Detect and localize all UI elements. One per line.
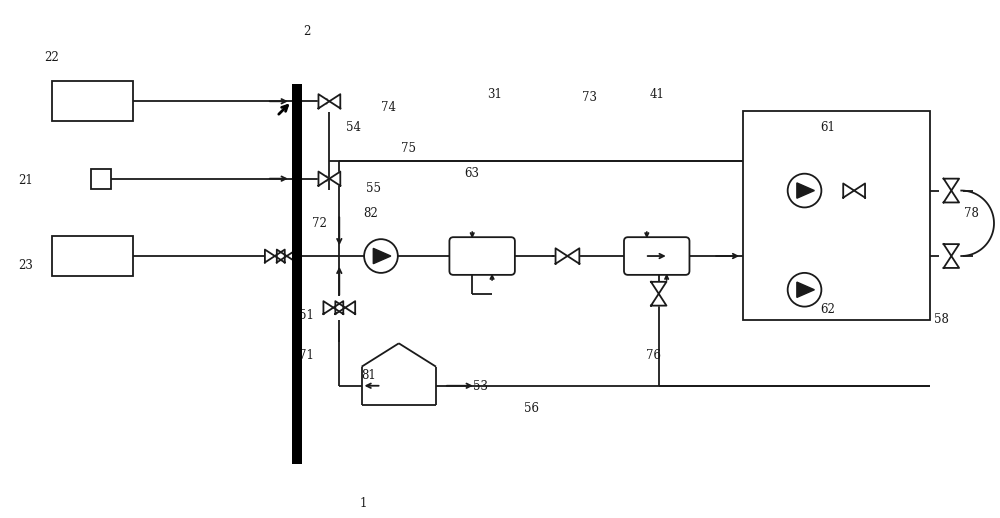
Polygon shape bbox=[797, 282, 814, 297]
FancyBboxPatch shape bbox=[624, 237, 689, 275]
Text: 21: 21 bbox=[18, 174, 33, 187]
Polygon shape bbox=[287, 250, 297, 263]
Bar bbox=[52, 236, 133, 276]
FancyBboxPatch shape bbox=[449, 237, 515, 275]
Circle shape bbox=[788, 174, 821, 207]
Text: 22: 22 bbox=[44, 51, 59, 64]
Text: 51: 51 bbox=[299, 309, 314, 322]
Text: 74: 74 bbox=[381, 100, 396, 114]
Text: 75: 75 bbox=[401, 142, 416, 155]
Text: 82: 82 bbox=[364, 207, 378, 220]
Polygon shape bbox=[373, 248, 391, 264]
Text: 31: 31 bbox=[488, 88, 502, 101]
Polygon shape bbox=[944, 179, 959, 191]
Bar bbox=[743, 111, 930, 320]
Text: 61: 61 bbox=[820, 121, 835, 134]
Text: 23: 23 bbox=[18, 260, 33, 272]
Polygon shape bbox=[333, 301, 343, 314]
Polygon shape bbox=[275, 250, 285, 263]
Polygon shape bbox=[651, 294, 666, 306]
Polygon shape bbox=[329, 171, 340, 186]
Polygon shape bbox=[318, 171, 329, 186]
Text: 78: 78 bbox=[964, 207, 979, 220]
Text: 2: 2 bbox=[303, 25, 310, 38]
Text: 58: 58 bbox=[934, 313, 949, 326]
Text: 53: 53 bbox=[473, 380, 488, 394]
Polygon shape bbox=[556, 248, 567, 264]
Polygon shape bbox=[345, 301, 355, 314]
Bar bbox=[91, 169, 111, 189]
Polygon shape bbox=[843, 183, 854, 198]
Polygon shape bbox=[651, 282, 666, 294]
Text: 41: 41 bbox=[649, 88, 664, 101]
Text: 71: 71 bbox=[299, 349, 314, 362]
Bar bbox=[52, 81, 133, 121]
Text: 55: 55 bbox=[366, 182, 381, 195]
Polygon shape bbox=[944, 244, 959, 256]
Polygon shape bbox=[854, 183, 865, 198]
Polygon shape bbox=[944, 256, 959, 268]
Text: 63: 63 bbox=[465, 167, 480, 180]
Circle shape bbox=[788, 273, 821, 307]
Bar bbox=[292, 84, 302, 464]
Polygon shape bbox=[265, 250, 275, 263]
Polygon shape bbox=[944, 191, 959, 203]
Circle shape bbox=[364, 239, 398, 273]
Text: 72: 72 bbox=[312, 217, 327, 230]
Text: 54: 54 bbox=[346, 121, 361, 134]
Polygon shape bbox=[323, 301, 333, 314]
Text: 62: 62 bbox=[820, 303, 835, 316]
Polygon shape bbox=[335, 301, 345, 314]
Polygon shape bbox=[797, 183, 814, 198]
Polygon shape bbox=[277, 250, 287, 263]
Text: 81: 81 bbox=[362, 369, 376, 382]
Text: 76: 76 bbox=[646, 349, 661, 362]
Polygon shape bbox=[567, 248, 579, 264]
Polygon shape bbox=[329, 94, 340, 108]
Polygon shape bbox=[318, 94, 329, 108]
Text: 1: 1 bbox=[359, 497, 367, 510]
Text: 73: 73 bbox=[582, 91, 597, 104]
Text: 56: 56 bbox=[524, 402, 539, 415]
